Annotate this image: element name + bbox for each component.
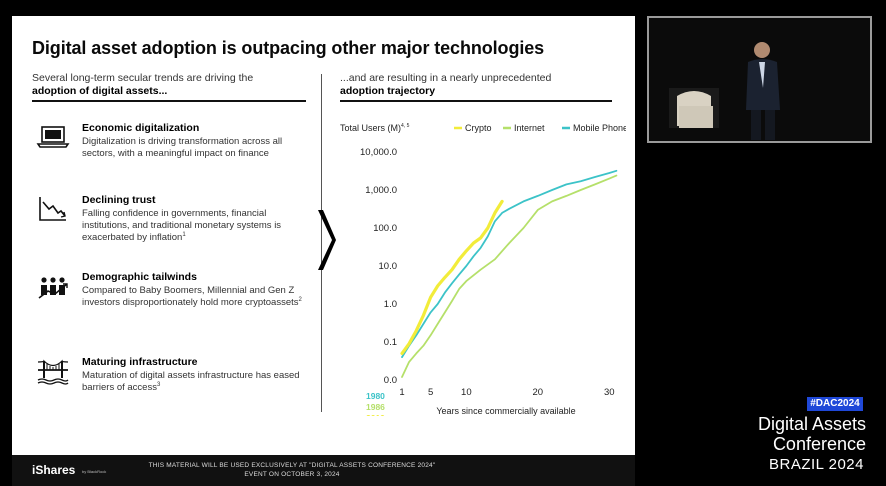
adoption-line-chart: Total Users (M)4, 5 Crypto Internet Mobile … — [340, 123, 626, 416]
y-tick-label: 10.0 — [379, 261, 398, 272]
left-intro: Several long-term secular trends are dri… — [32, 72, 308, 98]
trend-body: Compared to Baby Boomers, Millennial and… — [82, 285, 312, 309]
ishares-logo-sub: by BlackRock — [82, 469, 107, 474]
start-year-label: 1980 — [366, 391, 385, 401]
trend-body-text: Digitalization is driving transformation… — [82, 136, 283, 159]
speaker-video-frame — [649, 18, 870, 141]
footnote-marker: 1 — [182, 231, 186, 238]
conference-location: BRAZIL 2024 — [769, 456, 864, 473]
x-tick-label: 30 — [604, 387, 615, 398]
ishares-logo: iShares — [32, 463, 76, 477]
slide-title: Digital asset adoption is outpacing othe… — [32, 38, 545, 58]
people-growth-icon — [38, 277, 68, 299]
right-intro-emphasis: adoption trajectory — [340, 85, 436, 97]
trend-body: Maturation of digital assets infrastruct… — [82, 370, 312, 394]
y-tick-label: 0.0 — [384, 375, 397, 386]
footnote-marker: 3 — [156, 381, 161, 388]
right-intro: ...and are resulting in a nearly unprece… — [340, 72, 624, 98]
trend-body: Digitalization is driving transformation… — [82, 136, 312, 160]
y-tick-label: 1,000.0 — [365, 185, 397, 196]
series-line-crypto — [400, 199, 504, 355]
laptop-icon — [36, 126, 70, 148]
trend-title: Economic digitalization — [82, 122, 200, 134]
slide-footer: iShares by BlackRock THIS MATERIAL WILL … — [12, 455, 635, 486]
start-year-label: 1986 — [366, 402, 385, 412]
trend-body-text: Falling confidence in governments, finan… — [82, 208, 282, 243]
legend-label: Crypto — [465, 123, 492, 133]
right-heading-rule — [340, 100, 612, 102]
y-tick-label: 100.0 — [373, 223, 397, 234]
y-tick-label: 1.0 — [384, 299, 397, 310]
x-tick-label: 10 — [461, 387, 472, 398]
legend-label: Internet — [514, 123, 545, 133]
trend-body-text: Maturation of digital assets infrastruct… — [82, 370, 300, 393]
right-intro-text: ...and are resulting in a nearly unprece… — [340, 72, 552, 84]
conference-name-line2: Conference — [772, 434, 866, 454]
y-axis-label: Total Users (M)4, 5 — [340, 123, 410, 133]
trend-title: Declining trust — [82, 194, 156, 206]
footnote-marker: 2 — [298, 296, 302, 303]
trend-title: Demographic tailwinds — [82, 271, 197, 283]
left-intro-text: Several long-term secular trends are dri… — [32, 72, 254, 84]
series-line-internet — [401, 174, 618, 378]
y-tick-label: 0.1 — [384, 337, 397, 348]
event-hashtag-badge: #DAC2024 — [807, 397, 863, 411]
presentation-slide: Digital asset adoption is outpacing othe… — [12, 16, 635, 486]
trend-title: Maturing infrastructure — [82, 356, 198, 368]
conference-name-line1: Digital Assets — [757, 414, 866, 434]
x-tick-label: 1 — [399, 387, 404, 398]
trend-body: Falling confidence in governments, finan… — [82, 208, 312, 244]
left-intro-emphasis: adoption of digital assets... — [32, 85, 168, 97]
legend-label: Mobile Phone — [573, 123, 626, 133]
left-heading-rule — [32, 100, 306, 102]
y-axis-label-note: 4, 5 — [401, 123, 410, 129]
column-divider — [321, 74, 322, 412]
series-line-mobile-phone — [401, 169, 618, 358]
conference-name: Digital Assets Conference — [736, 414, 866, 454]
footer-disclaimer: THIS MATERIAL WILL BE USED EXCLUSIVELY A… — [148, 462, 436, 478]
y-tick-label: 10,000.0 — [360, 147, 397, 158]
speaker-video — [647, 16, 872, 143]
x-axis-label: Years since commercially available — [436, 406, 575, 416]
declining-chart-icon — [39, 197, 66, 221]
trend-body-text: Compared to Baby Boomers, Millennial and… — [82, 285, 299, 308]
x-tick-label: 20 — [533, 387, 544, 398]
start-year-label: 2010 — [366, 413, 385, 416]
chevron-right-icon — [318, 210, 336, 270]
bridge-icon — [37, 359, 69, 385]
x-tick-label: 5 — [428, 387, 433, 398]
